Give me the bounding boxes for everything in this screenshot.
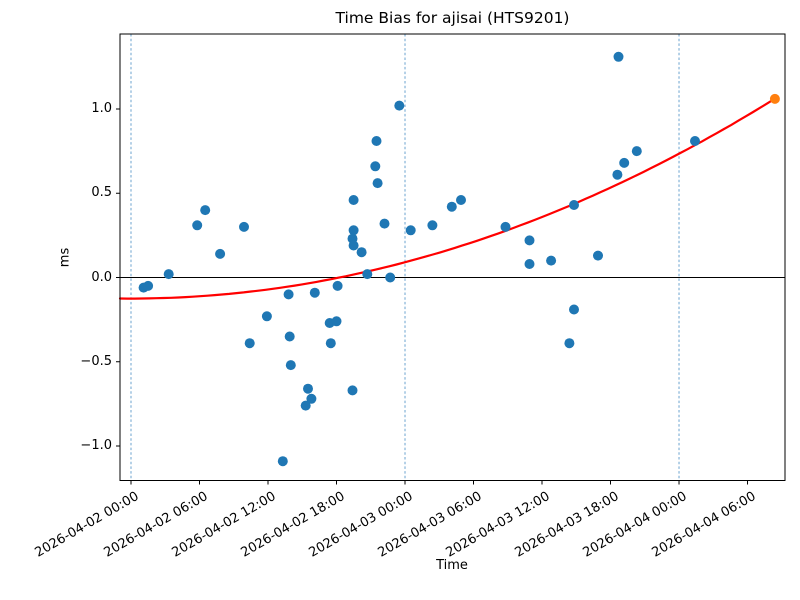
data-point bbox=[356, 247, 367, 258]
data-point bbox=[309, 287, 320, 298]
data-point bbox=[285, 360, 296, 371]
data-point bbox=[348, 195, 359, 205]
data-point bbox=[564, 338, 575, 349]
y-tick-label: 0.0 bbox=[91, 269, 112, 285]
data-point bbox=[283, 289, 294, 300]
data-point bbox=[244, 338, 255, 349]
fit-curve bbox=[118, 97, 776, 300]
y-tick-label: 0.5 bbox=[91, 185, 112, 201]
data-point bbox=[370, 161, 381, 172]
data-point bbox=[284, 331, 295, 342]
data-point bbox=[612, 169, 623, 180]
data-point bbox=[569, 200, 579, 210]
y-tick-label: 1.0 bbox=[91, 101, 112, 116]
data-point bbox=[300, 400, 311, 411]
data-point bbox=[347, 385, 358, 396]
data-point bbox=[200, 205, 211, 216]
data-point bbox=[143, 280, 154, 291]
data-point bbox=[371, 136, 382, 146]
data-point bbox=[239, 221, 249, 232]
data-point bbox=[306, 393, 317, 404]
data-point bbox=[348, 240, 359, 251]
data-point bbox=[362, 269, 373, 280]
data-point bbox=[456, 195, 466, 205]
data-point bbox=[613, 51, 624, 62]
data-point bbox=[192, 220, 203, 231]
data-point bbox=[261, 311, 272, 322]
data-point bbox=[619, 157, 630, 168]
data-point bbox=[325, 338, 336, 349]
data-point bbox=[631, 146, 642, 157]
data-point bbox=[163, 269, 174, 280]
data-point bbox=[405, 225, 416, 236]
x-axis-label: Time bbox=[436, 558, 468, 573]
data-point bbox=[427, 220, 438, 231]
data-point bbox=[690, 136, 700, 146]
data-point bbox=[500, 221, 511, 232]
data-point bbox=[385, 272, 396, 283]
data-point bbox=[348, 225, 359, 236]
data-point bbox=[277, 456, 288, 467]
data-point bbox=[303, 383, 313, 394]
data-point bbox=[372, 178, 383, 189]
y-tick-label: −1.0 bbox=[80, 438, 112, 453]
axes-spines bbox=[119, 33, 786, 481]
chart-title: Time Bias for ajisai (HTS9201) bbox=[335, 9, 570, 27]
forecast-point bbox=[769, 93, 780, 104]
data-point bbox=[215, 248, 226, 259]
data-point bbox=[593, 250, 603, 261]
data-point bbox=[569, 304, 579, 315]
data-point bbox=[332, 280, 343, 291]
data-point bbox=[331, 316, 342, 327]
data-point bbox=[524, 259, 535, 269]
data-point bbox=[379, 218, 390, 229]
data-point bbox=[446, 201, 457, 212]
y-tick-label: −0.5 bbox=[80, 353, 112, 369]
data-point bbox=[524, 235, 535, 246]
data-point bbox=[546, 255, 557, 266]
data-point bbox=[394, 100, 405, 111]
